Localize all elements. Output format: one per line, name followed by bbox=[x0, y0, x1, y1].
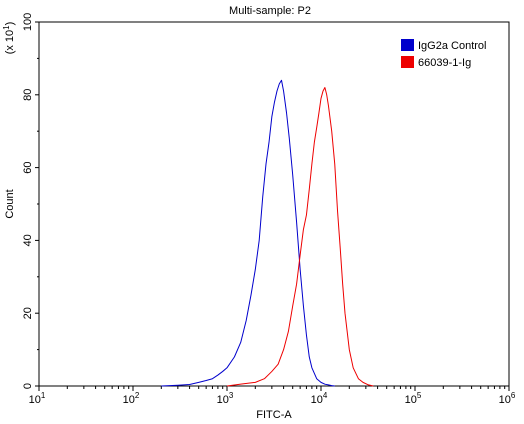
y-multiplier-close: ) bbox=[4, 22, 16, 26]
legend-swatch-igg2a-control bbox=[401, 39, 414, 51]
y-axis: 0 20 40 60 80 100 bbox=[22, 13, 39, 389]
y-tick-label: 80 bbox=[22, 89, 34, 101]
y-multiplier-label: (x 101) bbox=[2, 22, 16, 55]
y-tick-label: 20 bbox=[22, 307, 34, 319]
legend-label-66039-1-ig: 66039-1-Ig bbox=[418, 57, 471, 69]
y-multiplier-exponent: 1 bbox=[2, 25, 11, 30]
series-layer bbox=[161, 79, 374, 387]
x-tick-label: 104 bbox=[311, 391, 328, 406]
series-line-66039-1-ig bbox=[226, 87, 374, 387]
x-tick-label: 105 bbox=[405, 391, 422, 406]
plot-frame bbox=[38, 21, 510, 387]
y-tick-label: 100 bbox=[22, 13, 34, 31]
y-multiplier-base: (x 10 bbox=[4, 30, 16, 54]
x-tick-label: 102 bbox=[123, 391, 140, 406]
x-axis: 101 102 103 104 105 106 bbox=[29, 386, 516, 406]
x-tick-label: 106 bbox=[499, 391, 516, 406]
legend-label-igg2a-control: IgG2a Control bbox=[418, 40, 486, 52]
y-tick-label: 40 bbox=[22, 234, 34, 246]
y-tick-label: 60 bbox=[22, 161, 34, 173]
legend-swatch-66039-1-ig bbox=[401, 56, 414, 68]
y-tick-label: 0 bbox=[22, 383, 34, 389]
x-axis-title: FITC-A bbox=[256, 409, 292, 421]
x-tick-label: 103 bbox=[217, 391, 234, 406]
legend: IgG2a Control 66039-1-Ig bbox=[401, 39, 486, 69]
chart-title: Multi-sample: P2 bbox=[229, 5, 311, 17]
y-axis-title: Count bbox=[4, 189, 16, 218]
series-line-igg2a-control bbox=[161, 79, 335, 387]
x-tick-label: 101 bbox=[29, 391, 46, 406]
